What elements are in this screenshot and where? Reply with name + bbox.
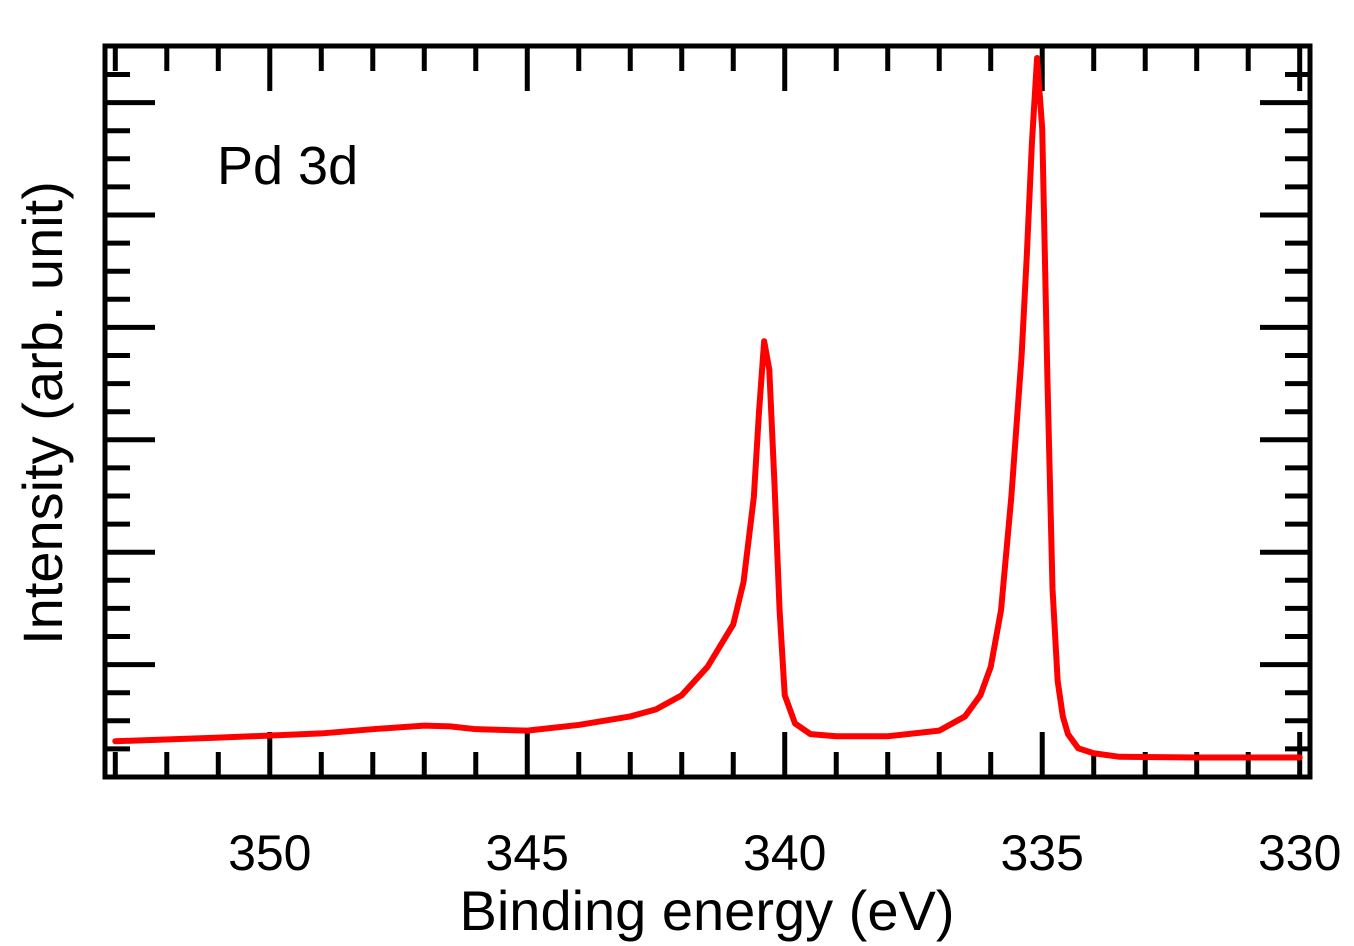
x-tick-label: 350 bbox=[228, 825, 311, 881]
y-axis-title: Intensity (arb. unit) bbox=[11, 181, 74, 645]
x-tick-label: 345 bbox=[486, 825, 569, 881]
x-axis-title: Binding energy (eV) bbox=[460, 879, 955, 942]
x-tick-label: 335 bbox=[1001, 825, 1084, 881]
plot-frame bbox=[102, 43, 1313, 780]
x-tick-labels: 350 345 340 335 330 bbox=[228, 825, 1341, 881]
x-tick-label: 340 bbox=[743, 825, 826, 881]
spectrum-line bbox=[112, 55, 1303, 761]
x-tick-label: 330 bbox=[1258, 825, 1341, 881]
tick-marks bbox=[105, 46, 1310, 780]
annotation-label: Pd 3d bbox=[217, 136, 358, 196]
